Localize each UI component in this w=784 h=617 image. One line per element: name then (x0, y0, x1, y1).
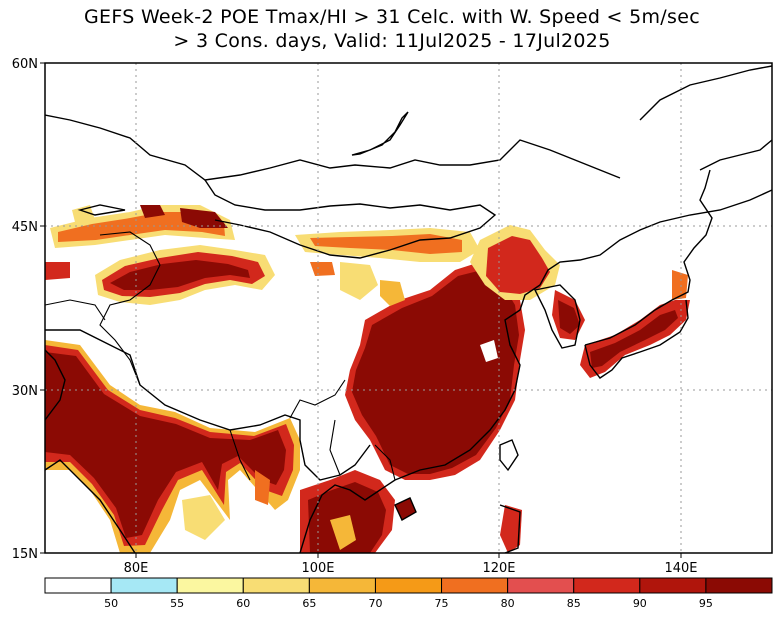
map-title-line2: > 3 Cons. days, Valid: 11Jul2025 - 17Jul… (173, 30, 611, 52)
legend-tick-label: 75 (435, 597, 449, 610)
lat-label-15n: 15N (12, 547, 38, 562)
shade-south-asia (45, 340, 300, 553)
legend-tick-label: 55 (170, 597, 184, 610)
legend-tick-label: 50 (104, 597, 118, 610)
lat-label-45n: 45N (12, 220, 38, 235)
probability-shading (45, 205, 690, 553)
legend-tick-label: 90 (633, 597, 647, 610)
legend-bin (242, 577, 310, 594)
map-title-line1: GEFS Week-2 POE Tmax/HI > 31 Celc. with … (84, 6, 700, 28)
lon-label-120e: 120E (482, 561, 515, 576)
shade-inner-mongolia (295, 228, 480, 306)
legend-bin (374, 577, 443, 594)
shade-east-china (345, 262, 525, 553)
lon-label-140e: 140E (664, 561, 697, 576)
lat-label-60n: 60N (12, 57, 38, 72)
legend-bin (639, 577, 707, 594)
legend-bin (176, 577, 244, 594)
legend-tick-label: 95 (699, 597, 713, 610)
legend-bin (507, 577, 575, 594)
country-borders (45, 231, 396, 481)
shade-northeast (470, 225, 585, 340)
legend-tick-label: 65 (302, 597, 316, 610)
lon-label-80e: 80E (124, 561, 149, 576)
legend-bin (573, 577, 641, 594)
shade-tarim (95, 245, 275, 305)
legend-bin (308, 577, 376, 594)
legend-tick-label: 60 (236, 597, 250, 610)
legend-bin (441, 577, 509, 594)
map-frame (44, 62, 773, 554)
legend-tick-label: 85 (567, 597, 581, 610)
shade-indochina (300, 470, 395, 553)
lat-label-30n: 30N (12, 384, 38, 399)
graticule (45, 63, 772, 553)
legend-tick-label: 80 (501, 597, 515, 610)
legend-bin (705, 577, 773, 594)
legend-tick-label: 70 (368, 597, 382, 610)
legend-bin (44, 577, 112, 594)
shade-japan (580, 270, 690, 378)
lon-label-100e: 100E (301, 561, 334, 576)
legend-bin (110, 577, 178, 594)
